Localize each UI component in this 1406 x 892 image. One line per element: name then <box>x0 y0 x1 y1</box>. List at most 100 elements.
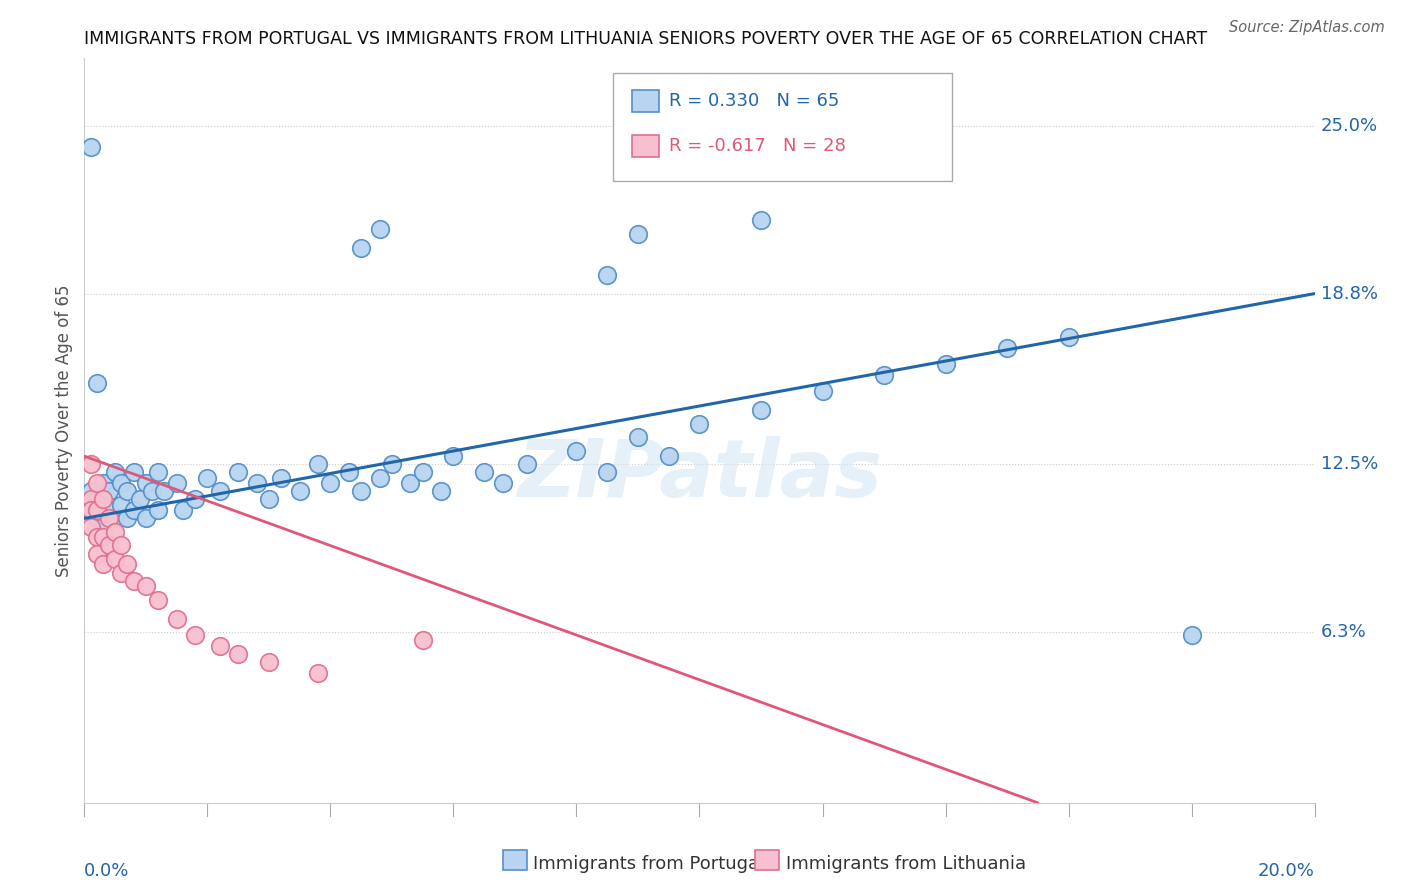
Point <box>184 492 207 507</box>
Point <box>288 484 311 499</box>
Text: ZIPatlas: ZIPatlas <box>517 436 882 514</box>
Point <box>79 503 101 517</box>
Point <box>307 665 329 680</box>
Point <box>184 628 207 642</box>
Point <box>257 492 280 507</box>
Point <box>153 484 176 499</box>
Point <box>79 519 101 533</box>
Text: 6.3%: 6.3% <box>1320 624 1367 641</box>
Text: 25.0%: 25.0% <box>1320 117 1378 135</box>
Point <box>430 484 453 499</box>
Point <box>86 503 108 517</box>
Point <box>307 457 329 471</box>
Point <box>689 417 711 431</box>
Point <box>104 511 127 525</box>
Point <box>319 476 342 491</box>
Point <box>79 457 101 471</box>
Point <box>104 524 127 539</box>
Point <box>135 476 157 491</box>
Point <box>122 466 145 480</box>
Point <box>257 655 280 669</box>
Point <box>995 341 1018 355</box>
Point <box>1181 628 1204 642</box>
Point <box>873 368 896 382</box>
Point <box>79 503 101 517</box>
Point <box>627 430 650 444</box>
Point <box>935 357 957 371</box>
Point <box>104 466 127 480</box>
Point <box>350 484 373 499</box>
Point <box>516 457 538 471</box>
Text: Immigrants from Portugal: Immigrants from Portugal <box>533 855 765 873</box>
Point <box>565 443 588 458</box>
Point <box>86 476 108 491</box>
Point <box>86 376 108 390</box>
Point <box>749 403 772 417</box>
Point <box>117 558 139 572</box>
Point <box>208 484 231 499</box>
Point <box>749 213 772 227</box>
Bar <box>755 850 779 870</box>
Point <box>86 530 108 544</box>
Point <box>492 476 515 491</box>
Point <box>399 476 422 491</box>
Point <box>270 471 292 485</box>
Point <box>122 574 145 588</box>
Text: Source: ZipAtlas.com: Source: ZipAtlas.com <box>1229 20 1385 35</box>
Point <box>91 492 114 507</box>
Point <box>208 639 231 653</box>
Point <box>91 530 114 544</box>
Point <box>86 511 108 525</box>
Point <box>368 471 391 485</box>
Text: R = 0.330   N = 65: R = 0.330 N = 65 <box>669 92 839 111</box>
Point <box>86 547 108 561</box>
Point <box>117 484 139 499</box>
Text: 18.8%: 18.8% <box>1320 285 1378 302</box>
Bar <box>503 850 527 870</box>
Text: 12.5%: 12.5% <box>1320 455 1378 474</box>
Y-axis label: Seniors Poverty Over the Age of 65: Seniors Poverty Over the Age of 65 <box>55 285 73 576</box>
Point <box>135 579 157 593</box>
Point <box>596 466 619 480</box>
Text: Immigrants from Lithuania: Immigrants from Lithuania <box>786 855 1026 873</box>
Point <box>98 503 120 517</box>
Point <box>350 241 373 255</box>
Point <box>443 449 465 463</box>
Point <box>110 498 132 512</box>
Point <box>226 647 249 661</box>
Point <box>122 503 145 517</box>
Point <box>1057 330 1080 344</box>
Point <box>337 466 360 480</box>
Point <box>472 466 495 480</box>
Point <box>658 449 681 463</box>
Point <box>79 140 101 154</box>
Point <box>141 484 163 499</box>
Point <box>197 471 219 485</box>
Point <box>246 476 269 491</box>
Point <box>128 492 150 507</box>
Point <box>135 511 157 525</box>
Point <box>172 503 194 517</box>
Point <box>627 227 650 241</box>
Point <box>110 539 132 553</box>
Point <box>79 484 101 499</box>
Point <box>226 466 249 480</box>
Point <box>148 466 170 480</box>
Bar <box>631 135 659 157</box>
Point <box>91 476 114 491</box>
Point <box>117 511 139 525</box>
Point <box>148 503 170 517</box>
Point <box>98 539 120 553</box>
Point <box>91 558 114 572</box>
Point <box>148 592 170 607</box>
Point <box>79 492 101 507</box>
Text: 20.0%: 20.0% <box>1258 863 1315 880</box>
Point <box>412 633 434 648</box>
Point <box>110 566 132 580</box>
Point <box>596 268 619 282</box>
Text: R = -0.617   N = 28: R = -0.617 N = 28 <box>669 136 845 155</box>
Point <box>166 612 188 626</box>
FancyBboxPatch shape <box>613 73 952 181</box>
Point <box>412 466 434 480</box>
Point <box>98 484 120 499</box>
